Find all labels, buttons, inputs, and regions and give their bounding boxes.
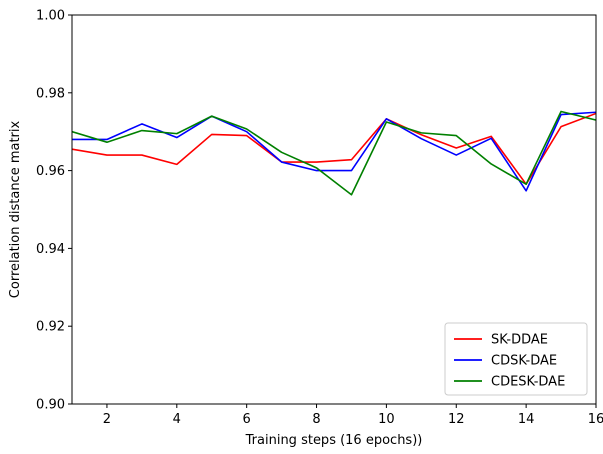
legend: SK-DDAE CDSK-DAE CDESK-DAE [444, 322, 588, 396]
axes-frame [71, 14, 597, 405]
series-layer [72, 110, 596, 196]
series-line-cdsk-dae [72, 111, 596, 192]
x-tick-label: 16 [588, 412, 603, 427]
y-tick-label: 0.92 [36, 320, 65, 335]
y-tick-label: 0.96 [36, 164, 65, 179]
x-axis-label: Training steps (16 epochs)) [245, 433, 423, 448]
x-tick-label: 4 [173, 412, 181, 427]
y-tick-label: 0.94 [36, 242, 65, 257]
legend-box [444, 322, 588, 396]
legend-label-cdesk-dae: CDESK-DAE [491, 375, 565, 390]
y-tick-label: 0.90 [36, 398, 65, 413]
x-tick-label: 10 [378, 412, 395, 427]
x-tick-label: 12 [448, 412, 465, 427]
y-tick-label: 1.00 [36, 9, 65, 24]
x-tick-label: 6 [243, 412, 251, 427]
y-axis-label: Correlation distance matrix [8, 120, 23, 298]
x-tick-label: 8 [312, 412, 320, 427]
x-tick-label: 2 [103, 412, 111, 427]
legend-label-cdsk-dae: CDSK-DAE [491, 354, 557, 369]
axes-layer: 2 4 6 8 10 12 14 16 0.90 0.92 0.94 0.96 0.98 1.00 [36, 9, 603, 428]
series-line-cdesk-dae [72, 110, 596, 196]
x-tick-label: 14 [518, 412, 535, 427]
legend-label-sk-ddae: SK-DDAE [491, 333, 548, 348]
series-line-sk-ddae [72, 112, 596, 186]
y-tick-label: 0.98 [36, 86, 65, 101]
